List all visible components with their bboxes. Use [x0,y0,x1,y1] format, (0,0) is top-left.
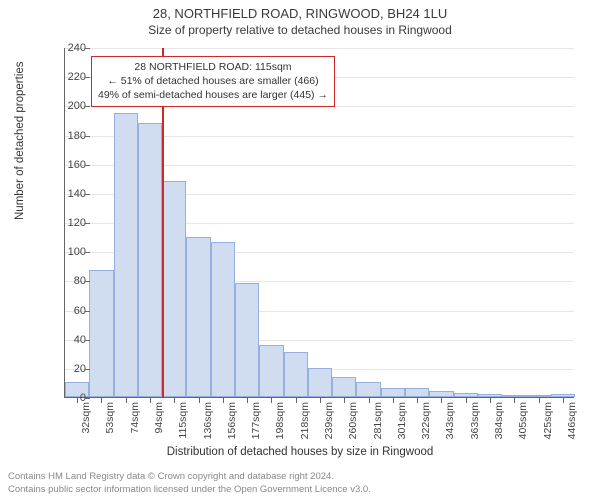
x-tick-label: 74sqm [129,402,141,434]
y-tick-label: 220 [68,71,86,83]
x-tick-label: 281sqm [372,402,384,439]
histogram-bar [138,123,162,397]
plot-region: 32sqm53sqm74sqm94sqm115sqm136sqm156sqm17… [64,48,574,398]
y-tick-mark [85,165,90,166]
y-tick-label: 200 [68,100,86,112]
footer-line-1: Contains HM Land Registry data © Crown c… [8,471,371,483]
x-tick-label: 384sqm [493,402,505,439]
histogram-bar [89,270,113,397]
x-tick-mark [393,398,394,403]
histogram-bar [502,395,526,397]
x-tick-label: 198sqm [274,402,286,439]
y-tick-mark [85,398,90,399]
histogram-bar [284,352,308,397]
x-tick-mark [77,398,78,403]
y-tick-mark [85,48,90,49]
chart-title: 28, NORTHFIELD ROAD, RINGWOOD, BH24 1LU [0,0,600,21]
x-tick-mark [490,398,491,403]
histogram-bar [454,393,478,397]
y-tick-label: 180 [68,130,86,142]
x-tick-mark [466,398,467,403]
y-tick-label: 120 [68,217,86,229]
annotation-box: 28 NORTHFIELD ROAD: 115sqm← 51% of detac… [91,56,335,107]
histogram-bar [259,345,283,398]
histogram-bar [114,113,138,397]
histogram-bar [429,391,453,397]
x-tick-label: 343sqm [444,402,456,439]
x-tick-label: 115sqm [177,402,189,439]
chart-subtitle: Size of property relative to detached ho… [0,21,600,41]
x-tick-mark [563,398,564,403]
y-tick-label: 140 [68,188,86,200]
annotation-line: 28 NORTHFIELD ROAD: 115sqm [98,60,328,74]
histogram-bar [211,242,235,397]
histogram-bar [308,368,332,397]
histogram-bar [332,377,356,397]
x-tick-label: 53sqm [104,402,116,434]
histogram-bar [381,388,405,397]
x-tick-mark [223,398,224,403]
x-tick-label: 239sqm [323,402,335,439]
x-tick-label: 32sqm [80,402,92,434]
y-tick-label: 240 [68,42,86,54]
y-tick-mark [85,106,90,107]
x-tick-label: 405sqm [517,402,529,439]
grid-line [65,48,574,49]
x-tick-mark [369,398,370,403]
y-axis-label: Number of detached properties [14,61,26,220]
x-tick-mark [344,398,345,403]
histogram-bar [551,394,575,397]
x-tick-mark [150,398,151,403]
y-tick-mark [85,340,90,341]
x-tick-label: 177sqm [250,402,262,439]
histogram-bar [186,237,210,397]
x-tick-mark [199,398,200,403]
x-tick-mark [514,398,515,403]
x-tick-label: 446sqm [566,402,578,439]
chart-container: 28, NORTHFIELD ROAD, RINGWOOD, BH24 1LU … [0,0,600,500]
histogram-bar [235,283,259,397]
x-tick-mark [539,398,540,403]
x-tick-label: 301sqm [396,402,408,439]
x-tick-label: 94sqm [153,402,165,434]
y-tick-label: 100 [68,246,86,258]
y-tick-mark [85,194,90,195]
histogram-bar [478,394,502,397]
annotation-line: ← 51% of detached houses are smaller (46… [98,74,328,88]
y-tick-mark [85,281,90,282]
footer-line-2: Contains public sector information licen… [8,484,371,496]
y-tick-label: 160 [68,159,86,171]
x-tick-label: 218sqm [299,402,311,439]
histogram-bar [405,388,429,397]
annotation-line: 49% of semi-detached houses are larger (… [98,88,328,102]
x-tick-mark [296,398,297,403]
x-tick-mark [417,398,418,403]
x-tick-mark [247,398,248,403]
y-tick-mark [85,311,90,312]
x-tick-label: 322sqm [420,402,432,439]
x-tick-label: 156sqm [226,402,238,439]
x-tick-mark [174,398,175,403]
footer-attribution: Contains HM Land Registry data © Crown c… [8,471,371,496]
x-tick-mark [320,398,321,403]
y-tick-mark [85,223,90,224]
x-tick-mark [126,398,127,403]
y-tick-mark [85,252,90,253]
histogram-bar [526,395,550,397]
y-tick-mark [85,136,90,137]
y-tick-mark [85,77,90,78]
histogram-bar [356,382,380,397]
x-tick-label: 260sqm [347,402,359,439]
x-tick-mark [441,398,442,403]
x-tick-label: 136sqm [202,402,214,439]
x-tick-mark [271,398,272,403]
x-axis-label: Distribution of detached houses by size … [0,446,600,458]
x-tick-mark [101,398,102,403]
histogram-bar [162,181,186,397]
x-tick-label: 363sqm [469,402,481,439]
x-tick-label: 425sqm [542,402,554,439]
y-tick-mark [85,369,90,370]
chart-area: 32sqm53sqm74sqm94sqm115sqm136sqm156sqm17… [64,48,574,398]
